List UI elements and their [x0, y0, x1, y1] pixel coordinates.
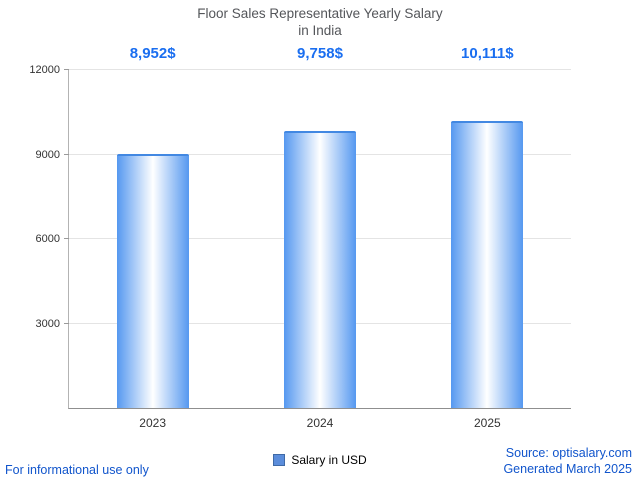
chart-title-line1: Floor Sales Representative Yearly Salary: [197, 6, 443, 21]
legend-swatch: [273, 454, 286, 466]
plot-area: 3000 6000 9000 12000 8,952$ 2023 9,758$ 2024 10,…: [29, 45, 571, 430]
y-tick-label: 9000: [35, 148, 60, 161]
legend: Salary in USD: [0, 453, 640, 467]
y-tick-mark: [64, 153, 69, 155]
x-axis-label: 2025: [473, 416, 501, 430]
disclaimer-text: For informational use only: [5, 463, 149, 477]
footer-source-block: Source: optisalary.com Generated March 2…: [503, 445, 632, 477]
chart-title-line2: in India: [298, 23, 342, 38]
generated-date: Generated March 2025: [503, 462, 632, 476]
bar-value-label: 10,111$: [461, 45, 514, 62]
bar: [284, 131, 356, 408]
source-link[interactable]: Source: optisalary.com: [505, 446, 632, 460]
chart-title: Floor Sales Representative Yearly Salary…: [0, 5, 640, 39]
bar-value-label: 9,758$: [297, 45, 343, 62]
y-tick-label: 3000: [35, 317, 60, 330]
x-axis-label: 2024: [306, 416, 334, 430]
y-tick-mark: [64, 69, 69, 70]
bar: [116, 153, 189, 408]
y-tick-label: 6000: [35, 233, 60, 245]
grid-line: [69, 69, 571, 70]
x-axis-label: 2023: [139, 416, 166, 430]
y-tick-mark: [64, 322, 69, 324]
y-tick-mark: [64, 238, 69, 239]
y-tick-label: 12000: [29, 64, 60, 76]
legend-label: Salary in USD: [291, 453, 367, 467]
bar-value-label: 8,952$: [129, 45, 176, 62]
bar: [451, 121, 524, 408]
